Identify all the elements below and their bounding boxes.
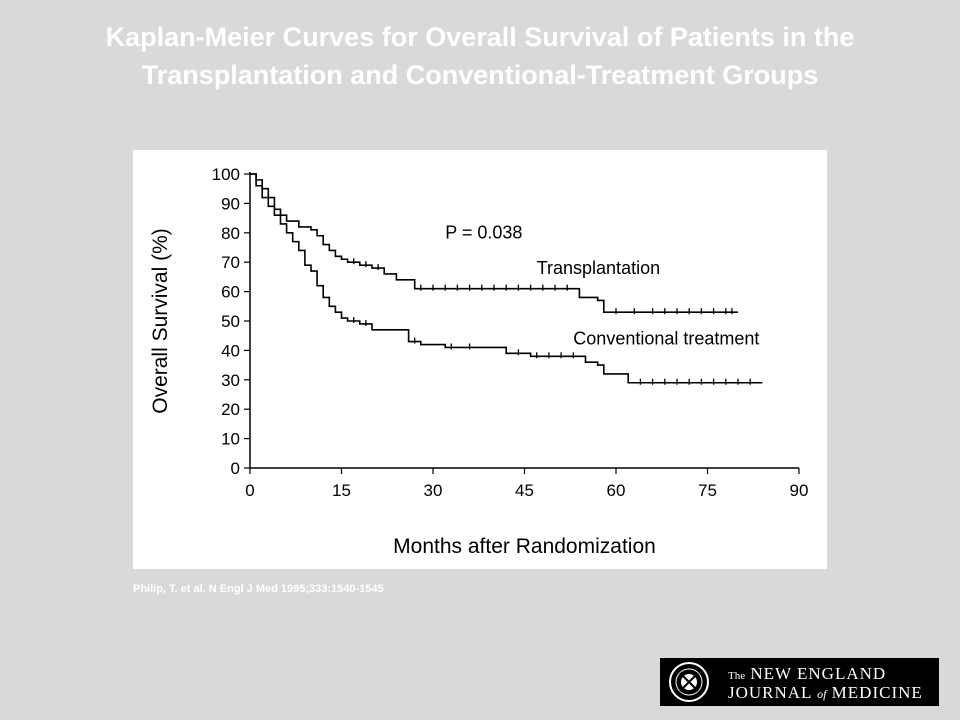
slide-title: Kaplan-Meier Curves for Overall Survival… [0, 18, 960, 94]
survival-step-line [250, 173, 763, 384]
series-label-transplantation: Transplantation [537, 258, 660, 278]
x-axis-label: Months after Randomization [393, 535, 656, 558]
nejm-logo[interactable]: The NEW ENGLAND JOURNAL of MEDICINE [660, 658, 939, 706]
y-tick-label: 20 [221, 400, 240, 419]
citation: Philip, T. et al. N Engl J Med 1995;333:… [133, 583, 384, 595]
x-tick-label: 60 [607, 481, 626, 500]
p-value-annotation: P = 0.038 [445, 223, 522, 243]
y-axis-label: Overall Survival (%) [149, 228, 172, 414]
logo-line1: The NEW ENGLAND [728, 664, 886, 684]
logo-journal: JOURNAL [728, 683, 812, 702]
x-tick-label: 0 [245, 481, 254, 500]
y-tick-label: 90 [221, 194, 240, 213]
y-tick-label: 30 [221, 371, 240, 390]
logo-medicine: MEDICINE [831, 683, 923, 702]
y-tick-label: 50 [221, 312, 240, 331]
series-conventional-treatment [250, 173, 763, 385]
series-layer [250, 173, 763, 385]
nejm-seal-icon [669, 662, 709, 702]
logo-line2: JOURNAL of MEDICINE [728, 683, 923, 703]
x-tick-label: 75 [698, 481, 717, 500]
x-tick-label: 30 [424, 481, 443, 500]
y-tick-label: 70 [221, 253, 240, 272]
slide-title-line2: Transplantation and Conventional-Treatme… [141, 60, 819, 90]
y-tick-label: 40 [221, 341, 240, 360]
series-label-conventional-treatment: Conventional treatment [573, 329, 759, 349]
y-tick-label: 60 [221, 283, 240, 302]
labels: 0 10 20 30 40 50 60 70 80 90 100 0 15 30 45 60 75 90 Month… [149, 165, 808, 558]
x-tick-label: 45 [515, 481, 534, 500]
logo-the: The [728, 670, 746, 682]
logo-new-england: NEW ENGLAND [750, 664, 887, 683]
y-tick-label: 100 [212, 165, 240, 184]
km-chart: 0 10 20 30 40 50 60 70 80 90 100 0 15 30 45 60 75 90 Month… [149, 165, 808, 558]
y-tick-label: 80 [221, 224, 240, 243]
y-tick-label: 10 [221, 430, 240, 449]
chart-panel: 0 10 20 30 40 50 60 70 80 90 100 0 15 30 45 60 75 90 Month… [133, 150, 827, 569]
axes [244, 172, 800, 474]
x-tick-label: 90 [790, 481, 809, 500]
slide-title-line1: Kaplan-Meier Curves for Overall Survival… [105, 22, 855, 52]
y-tick-label: 0 [231, 459, 240, 478]
x-tick-label: 15 [332, 481, 351, 500]
logo-of: of [817, 687, 827, 701]
